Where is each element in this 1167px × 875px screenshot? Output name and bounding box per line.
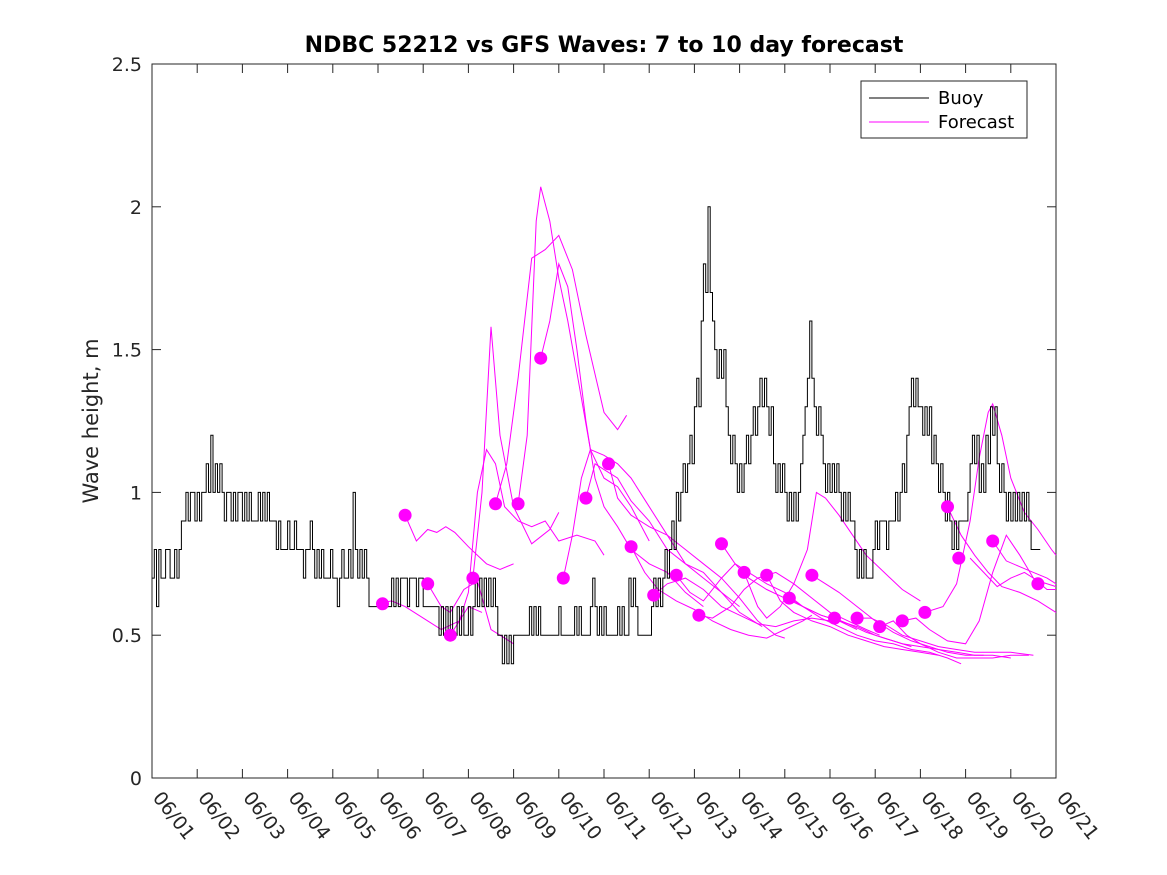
forecast-line-5 bbox=[472, 326, 560, 579]
forecast-line-10 bbox=[585, 463, 763, 628]
y-tick-label: 2 bbox=[130, 197, 142, 219]
legend-forecast-label: Forecast bbox=[938, 112, 1014, 133]
forecast-point-25 bbox=[918, 605, 932, 619]
forecast-series bbox=[377, 186, 1057, 665]
forecast-line-28 bbox=[992, 540, 1057, 585]
legend: Buoy Forecast bbox=[860, 80, 1028, 139]
forecast-line-19 bbox=[789, 597, 962, 665]
buoy-series bbox=[152, 206, 1041, 665]
forecast-line-9 bbox=[562, 448, 740, 607]
forecast-point-9 bbox=[556, 571, 570, 585]
y-tick-label: 2.5 bbox=[112, 54, 142, 76]
forecast-point-5 bbox=[466, 571, 480, 585]
legend-box bbox=[860, 80, 1028, 139]
forecast-point-20 bbox=[805, 568, 819, 582]
forecast-point-12 bbox=[624, 540, 638, 554]
forecast-point-8 bbox=[534, 351, 548, 365]
forecast-markers bbox=[376, 351, 1045, 642]
forecast-point-3 bbox=[421, 577, 435, 591]
forecast-point-22 bbox=[850, 611, 864, 625]
forecast-line-7 bbox=[517, 186, 650, 542]
forecast-point-2 bbox=[398, 508, 412, 522]
forecast-point-29 bbox=[1031, 577, 1045, 591]
legend-buoy-label: Buoy bbox=[938, 88, 984, 109]
buoy-line bbox=[152, 206, 1041, 665]
forecast-line-25 bbox=[924, 402, 1057, 613]
forecast-point-21 bbox=[828, 611, 841, 625]
forecast-point-13 bbox=[647, 588, 661, 602]
forecast-point-4 bbox=[443, 628, 457, 642]
y-tick-label: 1.5 bbox=[112, 340, 142, 362]
y-axis: 0 0.5 1 1.5 2 2.5 bbox=[112, 54, 1056, 790]
forecast-line-21 bbox=[834, 617, 1011, 659]
forecast-point-15 bbox=[692, 608, 706, 622]
forecast-line-17 bbox=[743, 491, 921, 619]
forecast-point-6 bbox=[489, 497, 502, 511]
forecast-line-11 bbox=[608, 463, 785, 639]
forecast-point-18 bbox=[760, 568, 774, 582]
forecast-line-6 bbox=[495, 234, 628, 504]
forecast-point-7 bbox=[511, 497, 525, 511]
forecast-point-23 bbox=[873, 620, 887, 634]
forecast-point-19 bbox=[782, 591, 796, 605]
forecast-line-15 bbox=[698, 571, 880, 636]
plot-area: 00.511.522.5 06/0106/0206/0306/0406/0506… bbox=[112, 54, 1103, 844]
forecast-point-16 bbox=[715, 537, 728, 551]
y-tick-label: 0.5 bbox=[112, 625, 142, 647]
forecast-point-17 bbox=[737, 565, 751, 579]
forecast-line-23 bbox=[879, 620, 1029, 659]
forecast-point-10 bbox=[579, 491, 593, 505]
chart-title: NDBC 52212 vs GFS Waves: 7 to 10 day for… bbox=[305, 33, 904, 58]
y-axis-label: Wave height, m bbox=[79, 338, 103, 503]
forecast-line-20 bbox=[811, 574, 984, 656]
forecast-point-14 bbox=[669, 568, 683, 582]
forecast-point-24 bbox=[895, 614, 909, 628]
forecast-line-26 bbox=[947, 506, 1057, 613]
forecast-point-26 bbox=[941, 500, 954, 514]
y-tick-label: 0 bbox=[130, 768, 142, 790]
axes-box bbox=[151, 63, 1057, 779]
forecast-point-28 bbox=[986, 534, 1000, 548]
forecast-line-8 bbox=[540, 262, 704, 607]
forecast-line-18 bbox=[766, 574, 939, 656]
y-tick-label: 1 bbox=[130, 482, 142, 504]
forecast-point-1 bbox=[376, 597, 389, 611]
forecast-point-27 bbox=[952, 551, 966, 565]
forecast-line-2 bbox=[404, 514, 514, 571]
forecast-point-11 bbox=[602, 457, 615, 471]
